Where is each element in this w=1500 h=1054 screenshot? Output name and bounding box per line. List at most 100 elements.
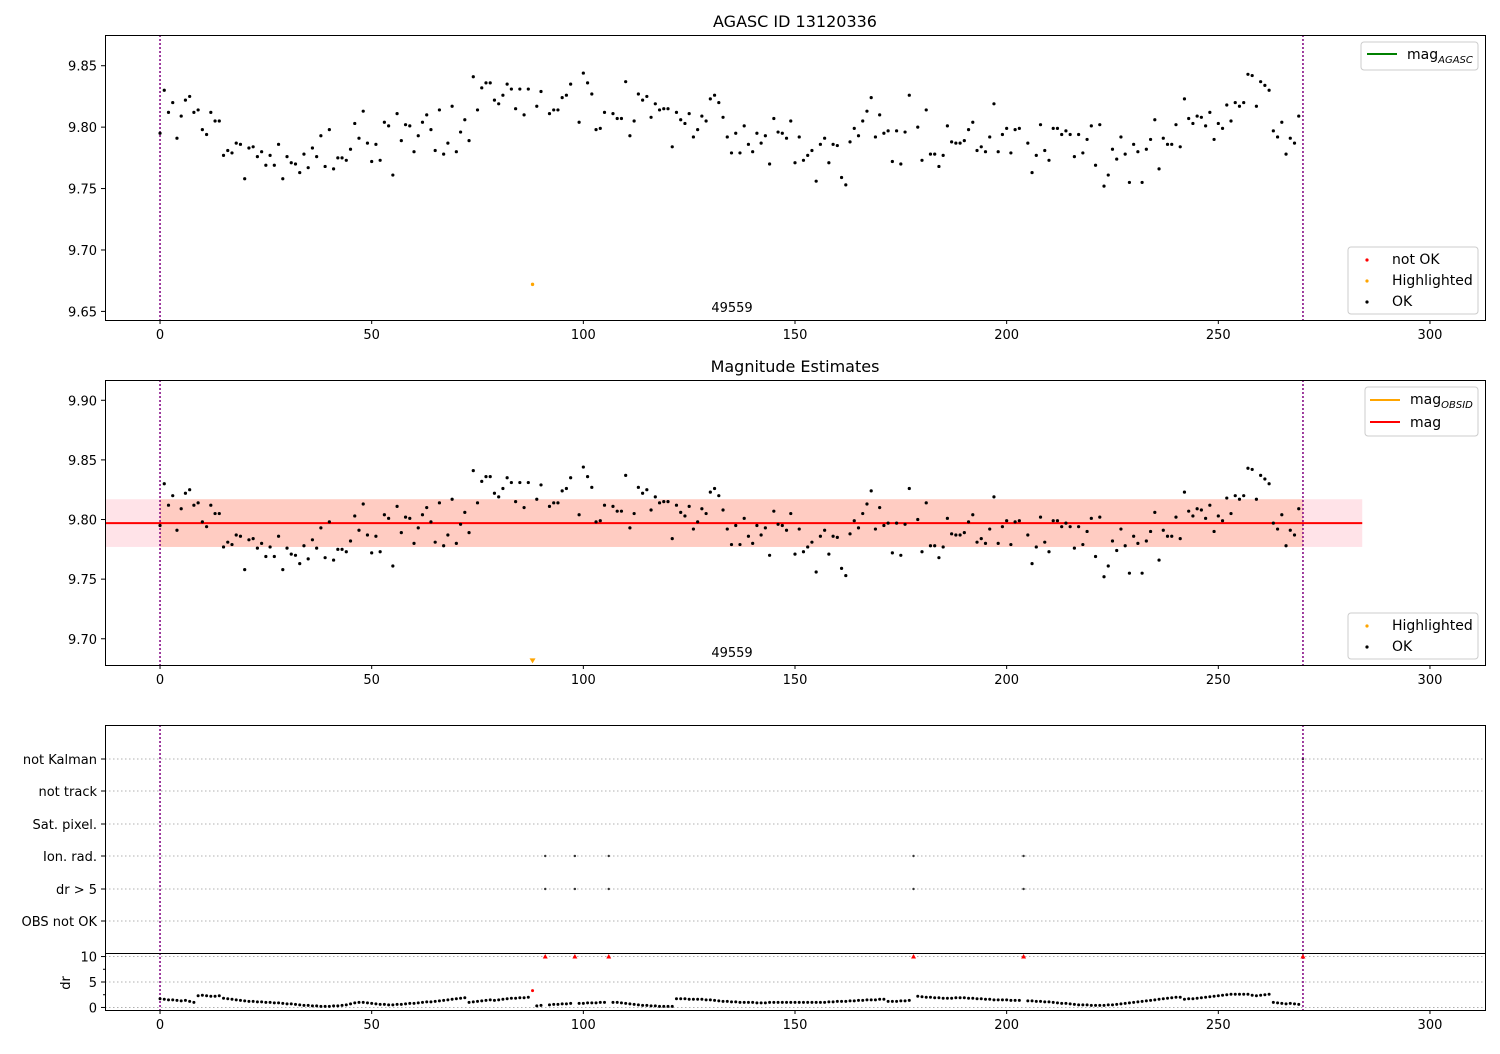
dr-point [1068, 1002, 1072, 1006]
ok-point [772, 509, 776, 513]
ok-point [954, 141, 958, 145]
dr-point [391, 1003, 395, 1007]
dr-point [776, 1000, 780, 1004]
flag-point [1022, 854, 1025, 858]
ok-point [738, 151, 742, 155]
ok-point [1009, 542, 1013, 547]
ok-point [670, 536, 674, 541]
dr-point [1077, 1003, 1081, 1007]
ok-point [192, 110, 196, 114]
ok-point [1208, 503, 1212, 507]
ok-point [844, 183, 848, 187]
dr-point [1034, 999, 1038, 1003]
dr-point [954, 996, 958, 1000]
ok-point [1263, 83, 1267, 87]
ok-point [751, 541, 755, 545]
ok-point [683, 514, 687, 518]
ok-point [378, 550, 382, 554]
dr-point [1000, 998, 1004, 1002]
ok-point [890, 551, 894, 555]
dr-point [603, 1000, 607, 1004]
ok-point [260, 541, 264, 545]
dr-point [315, 1004, 319, 1008]
flag-point [573, 854, 577, 858]
ok-point [425, 505, 429, 510]
dr-point [687, 997, 691, 1001]
dr-point [679, 997, 683, 1001]
ok-point [217, 119, 221, 123]
ok-point [243, 568, 247, 572]
ok-point [183, 491, 188, 495]
dr-point [742, 1000, 746, 1004]
dr-point [564, 1002, 568, 1006]
ok-point [839, 175, 844, 180]
ok-point [852, 126, 856, 130]
ok-point [556, 108, 560, 112]
dr-point [226, 997, 230, 1001]
ok-point [628, 134, 632, 138]
dr-point [209, 994, 213, 998]
ok-point [446, 533, 450, 537]
ok-point [475, 501, 480, 505]
dr-point [230, 997, 234, 1001]
dr-point [1280, 1001, 1284, 1005]
dr-point [1060, 1001, 1064, 1005]
ok-point [1153, 118, 1157, 122]
ok-point [1148, 529, 1153, 534]
ok-point [598, 126, 602, 130]
ok-point [780, 131, 784, 135]
ok-point [560, 489, 564, 493]
dr-point [255, 1000, 259, 1004]
dr-point [467, 1000, 471, 1004]
dr-point [361, 1000, 365, 1004]
dr-point [497, 998, 501, 1002]
dr-point [818, 1000, 822, 1004]
dr-point [514, 996, 518, 1000]
x-tick-label: 300 [1418, 673, 1443, 688]
ok-point [522, 505, 526, 510]
dr-point [882, 997, 886, 1001]
ok-point [1127, 571, 1132, 575]
dr-point [1178, 995, 1182, 999]
dr-point [1229, 992, 1233, 996]
legend-ok: OK [1392, 294, 1413, 310]
ok-point [442, 152, 446, 156]
dr-point [738, 1000, 742, 1004]
ok-point [869, 96, 873, 100]
ok-point [230, 151, 234, 155]
ok-point [662, 107, 666, 111]
dr-point [560, 1002, 564, 1006]
ok-point [1077, 132, 1081, 137]
magnitude-obsid-label: 49559 [711, 646, 752, 661]
dr-point [704, 998, 708, 1002]
ok-point [492, 98, 497, 102]
x-tick-label: 250 [1206, 673, 1231, 688]
ok-point [916, 517, 920, 522]
agasc-panel-frame [105, 35, 1486, 321]
ok-point [602, 503, 607, 507]
ok-point [1089, 516, 1093, 520]
ok-point [213, 511, 217, 516]
ok-point [882, 523, 886, 528]
ok-point [412, 150, 416, 154]
ok-point [687, 112, 691, 116]
ok-point [768, 162, 772, 166]
ok-point [983, 150, 988, 154]
dr-point [526, 995, 530, 999]
dr-point [759, 1001, 763, 1005]
ok-point [1013, 520, 1017, 524]
dr-point [649, 1004, 653, 1008]
ok-point [865, 502, 869, 506]
dr-point [1161, 997, 1165, 1001]
ok-point [674, 110, 679, 114]
ok-point [1182, 490, 1187, 494]
flag-point [607, 854, 610, 858]
ok-point [1119, 527, 1123, 531]
ok-point [941, 153, 945, 157]
dr-point [789, 1000, 793, 1004]
dr-point [183, 998, 187, 1002]
ok-point [696, 127, 700, 132]
ok-point [856, 134, 861, 138]
ok-point [340, 156, 344, 160]
